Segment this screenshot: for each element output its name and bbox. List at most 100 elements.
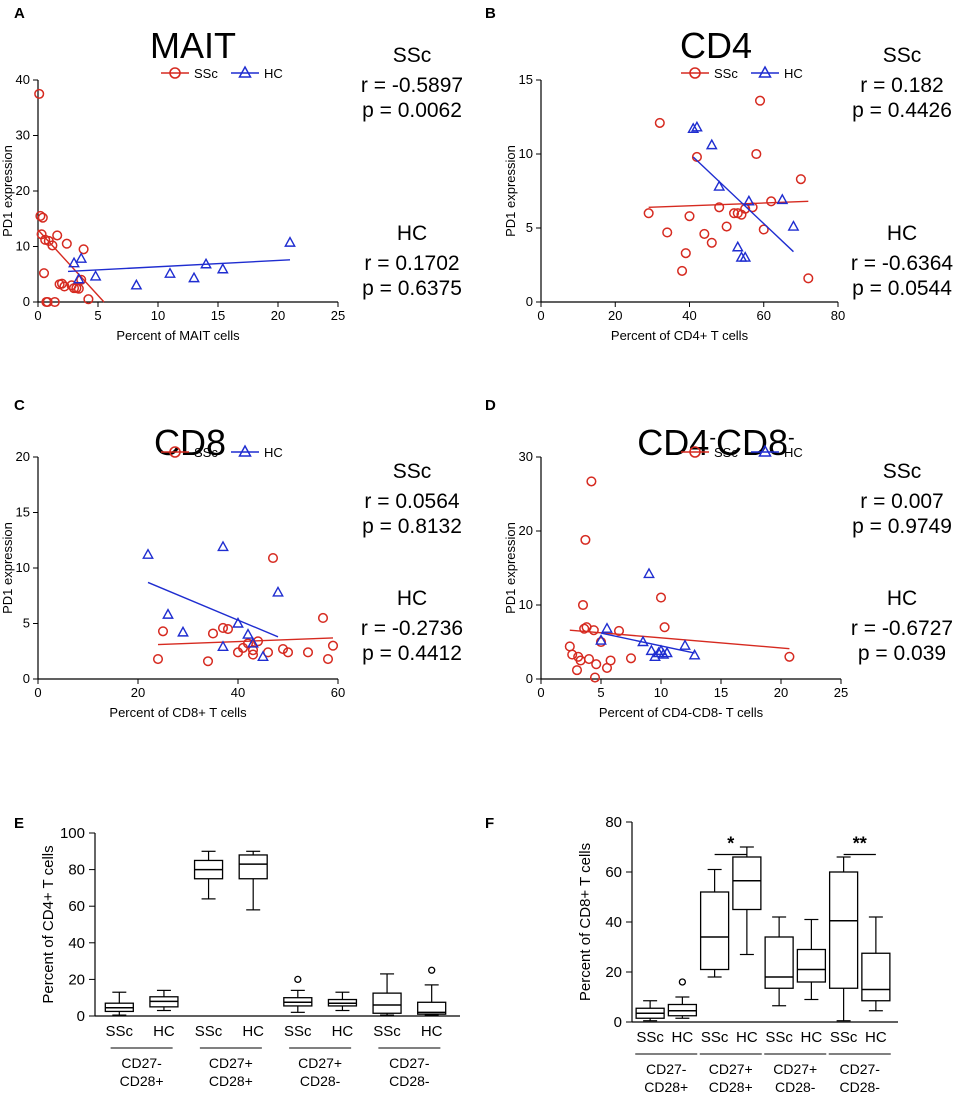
- point-hc: [247, 637, 259, 648]
- point-ssc: [766, 196, 777, 207]
- y-tick-label: 0: [77, 1008, 85, 1025]
- point-ssc: [302, 647, 314, 658]
- category-label: HC: [153, 1023, 175, 1040]
- y-tick-label: 15: [519, 72, 533, 87]
- point-ssc: [267, 552, 279, 564]
- point-ssc: [47, 240, 58, 251]
- category-label: HC: [672, 1029, 694, 1046]
- point-ssc: [49, 296, 60, 308]
- scatter-panel-A: A MAIT 0 5 10 15 20 25 0 10 20 30 40 Percent of MAIT …: [0, 5, 463, 343]
- group-label: CD27+: [773, 1061, 817, 1077]
- y-tick-label: 20: [605, 964, 622, 981]
- group-label: CD28-: [775, 1079, 816, 1095]
- x-tick-label: 20: [271, 308, 285, 323]
- point-hc: [687, 122, 700, 134]
- significance-label: *: [727, 834, 734, 854]
- point-ssc: [202, 656, 214, 667]
- point-ssc: [729, 208, 740, 219]
- x-tick-label: 25: [331, 308, 345, 323]
- point-ssc: [577, 599, 589, 611]
- point-ssc: [605, 655, 616, 666]
- group-label: CD27-: [840, 1061, 881, 1077]
- category-label: HC: [332, 1023, 354, 1040]
- panel-label: E: [14, 815, 24, 832]
- y-tick-label: 40: [16, 72, 30, 87]
- point-ssc: [35, 210, 46, 222]
- point-ssc: [247, 649, 259, 660]
- point-ssc: [662, 227, 673, 238]
- stat-r-ssc: r = 0.182: [860, 74, 943, 97]
- point-ssc: [42, 296, 53, 308]
- significance-label: **: [853, 834, 867, 854]
- stat-r-hc: r = -0.6727: [851, 617, 953, 640]
- category-label: HC: [801, 1029, 823, 1046]
- category-label: HC: [242, 1023, 264, 1040]
- group-label: CD28+: [709, 1079, 753, 1095]
- category-label: HC: [865, 1029, 887, 1046]
- x-tick-label: 15: [714, 685, 728, 700]
- point-ssc: [207, 628, 219, 639]
- y-tick-label: 10: [16, 239, 30, 254]
- stat-p-ssc: p = 0.9749: [852, 515, 952, 538]
- y-tick-label: 30: [519, 449, 533, 464]
- box: [828, 871, 859, 989]
- x-tick-label: 80: [831, 308, 845, 323]
- fit-line-ssc: [569, 629, 790, 650]
- x-tick-label: 40: [231, 685, 245, 700]
- x-tick-label: 0: [34, 308, 41, 323]
- stat-group-ssc: SSc: [883, 44, 922, 67]
- point-hc: [787, 220, 800, 231]
- y-tick-label: 60: [68, 898, 85, 915]
- point-ssc: [754, 95, 766, 106]
- y-tick-label: 40: [605, 914, 622, 931]
- y-tick-label: 10: [16, 560, 30, 575]
- group-label: CD28+: [644, 1079, 688, 1095]
- x-tick-label: 15: [211, 308, 225, 323]
- point-hc: [232, 617, 244, 628]
- group-label: CD27+: [298, 1055, 342, 1071]
- legend-marker-ssc: [169, 446, 181, 458]
- legend-label-ssc: SSc: [194, 66, 218, 81]
- point-ssc: [721, 221, 732, 232]
- point-ssc: [758, 224, 769, 235]
- stat-group-hc: HC: [887, 587, 917, 610]
- point-ssc: [654, 117, 665, 128]
- x-axis-label: Percent of CD4+ T cells: [611, 328, 749, 343]
- point-ssc: [613, 625, 625, 636]
- group-label: CD28+: [209, 1073, 253, 1089]
- stat-p-ssc: p = 0.4426: [852, 99, 952, 122]
- scatter-panel-C: C CD8 0 20 40 60 0 5 10 15 20 Percent of CD8+ T cel…: [0, 397, 463, 720]
- y-tick-label: 15: [16, 505, 30, 520]
- x-tick-label: 10: [654, 685, 668, 700]
- fit-line-hc: [692, 156, 794, 253]
- y-tick-label: 10: [519, 146, 533, 161]
- point-ssc: [784, 651, 795, 662]
- y-tick-label: 20: [519, 523, 533, 538]
- stat-p-hc: p = 0.4412: [362, 642, 462, 665]
- box: [764, 936, 794, 989]
- point-ssc: [222, 624, 234, 635]
- y-axis-label: PD1 expression: [503, 522, 518, 614]
- point-hc: [284, 236, 296, 247]
- point-hc: [713, 180, 726, 191]
- point-hc: [72, 272, 85, 284]
- category-label: SSc: [106, 1023, 134, 1040]
- point-ssc: [655, 592, 667, 603]
- point-hc: [75, 252, 88, 263]
- legend-marker-ssc: [689, 67, 701, 79]
- group-label: CD28+: [120, 1073, 164, 1089]
- point-hc: [217, 540, 229, 552]
- point-ssc: [589, 672, 601, 683]
- legend-label-ssc: SSc: [194, 445, 218, 460]
- y-tick-label: 40: [68, 935, 85, 952]
- x-tick-label: 60: [331, 685, 345, 700]
- stat-r-ssc: r = 0.0564: [364, 490, 459, 513]
- point-hc: [257, 650, 269, 661]
- stat-group-ssc: SSc: [393, 460, 432, 483]
- x-tick-label: 20: [131, 685, 145, 700]
- category-label: SSc: [636, 1029, 664, 1046]
- point-hc: [652, 646, 665, 658]
- outlier: [678, 978, 687, 986]
- point-ssc: [38, 268, 50, 279]
